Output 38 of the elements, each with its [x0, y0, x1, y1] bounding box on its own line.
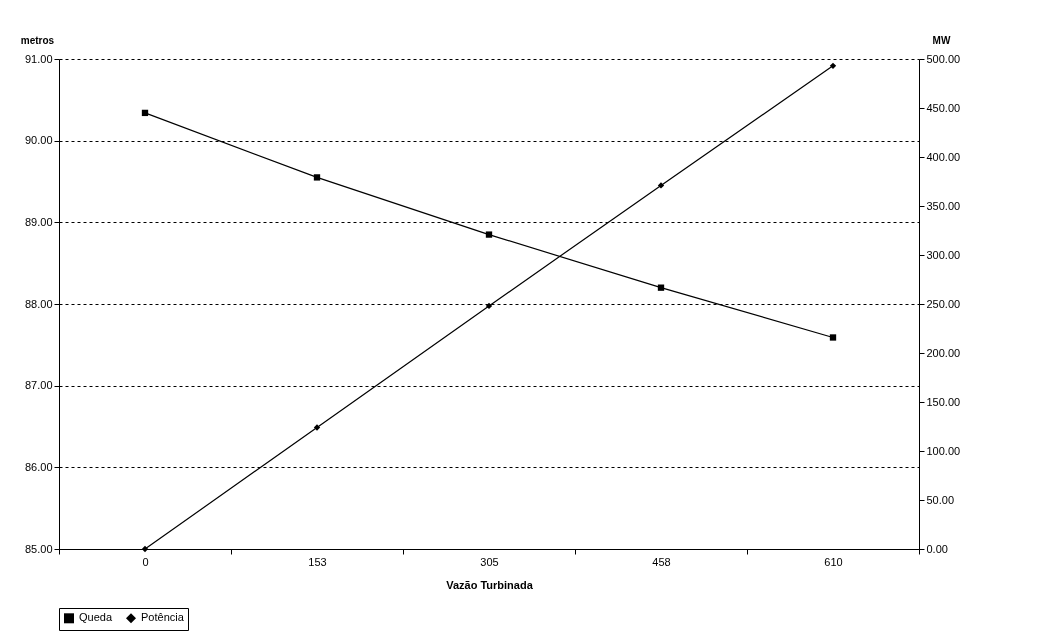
y-tick-label: 85.00	[24, 542, 53, 555]
point	[829, 334, 837, 341]
legend-label: Queda	[79, 611, 113, 624]
x-tick-label: 0	[142, 555, 149, 568]
x-tick-label: 610	[824, 555, 843, 568]
y2-tick-label: 0.00	[926, 542, 948, 555]
y2-tick-label: 200.00	[926, 346, 961, 359]
y-tick-label: 89.00	[24, 215, 53, 228]
point	[657, 284, 665, 291]
point	[485, 302, 493, 310]
y2-tick-label: 50.00	[926, 493, 955, 506]
y2-tick-label: 400.00	[926, 150, 961, 163]
y-tick-label: 90.00	[24, 134, 53, 147]
x-tick-label: 305	[480, 555, 499, 568]
y-tick-label: 88.00	[24, 297, 53, 310]
x-tick-label: 153	[308, 555, 327, 568]
x-tick-label: 458	[652, 555, 671, 568]
y2-axis-title: MW	[932, 34, 951, 46]
y-tick-label: 87.00	[24, 379, 53, 392]
y2-tick-label: 450.00	[926, 101, 961, 114]
y2-tick-label: 500.00	[926, 52, 961, 65]
y-axis-title: metros	[20, 34, 55, 46]
legend-label: Potência	[141, 611, 185, 624]
y-tick-label: 91.00	[24, 52, 53, 65]
y-tick-label: 86.00	[24, 460, 53, 473]
y2-tick-label: 300.00	[926, 248, 961, 261]
y2-tick-label: 100.00	[926, 444, 961, 457]
point	[657, 182, 665, 189]
point	[313, 424, 321, 431]
point	[141, 109, 149, 117]
y2-tick-label: 150.00	[926, 395, 961, 408]
point	[485, 231, 493, 238]
point	[141, 545, 149, 553]
point	[829, 62, 837, 70]
y2-tick-label: 250.00	[926, 297, 961, 310]
x-axis-title: Vazão Turbinada	[446, 578, 534, 591]
point	[313, 174, 321, 181]
y2-tick-label: 350.00	[926, 199, 961, 212]
